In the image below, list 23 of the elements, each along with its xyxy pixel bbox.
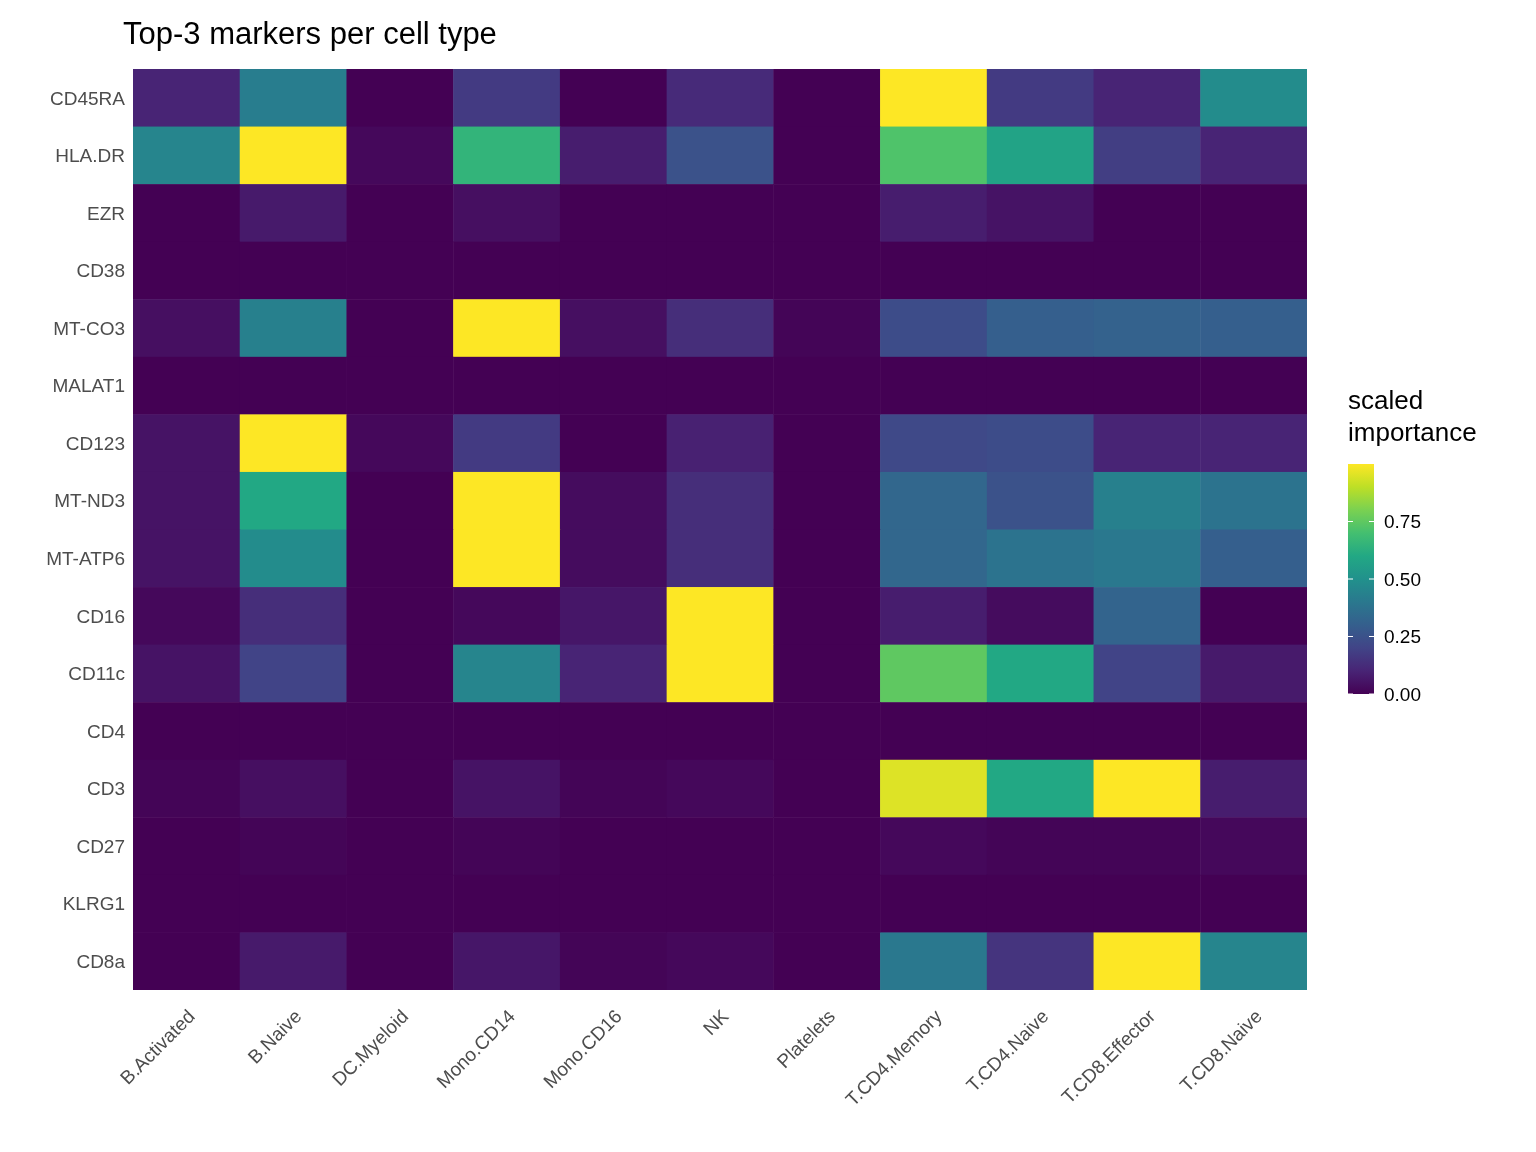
y-tick-label: KLRG1 — [62, 893, 125, 915]
chart-title: Top-3 markers per cell type — [123, 16, 497, 52]
color-bar-label: 0.75 — [1384, 511, 1421, 532]
y-tick-label: MT-CO3 — [53, 317, 125, 339]
color-bar-label: 0.50 — [1384, 568, 1421, 590]
color-bar-label: 0.00 — [1384, 683, 1421, 705]
y-tick-label: CD16 — [76, 605, 125, 627]
x-tick-label: NK — [698, 1005, 733, 1040]
y-tick-label: CD45RA — [50, 87, 126, 109]
y-tick-label: EZR — [87, 202, 125, 224]
y-tick-label: CD11c — [68, 663, 125, 685]
y-tick-label: CD38 — [76, 260, 125, 282]
y-tick-label: CD3 — [86, 778, 125, 800]
y-tick-label: MT-ATP6 — [46, 548, 125, 570]
y-tick-label: MT-ND3 — [54, 490, 125, 512]
y-tick-label: MALAT1 — [52, 375, 125, 397]
y-tick-label: CD27 — [76, 835, 125, 857]
y-tick-label: CD4 — [86, 720, 126, 742]
y-tick-label: HLA.DR — [55, 145, 125, 167]
y-tick-label: CD8a — [76, 950, 126, 972]
color-bar-label: 0.25 — [1384, 626, 1421, 647]
legend-title: scaled importance — [1348, 384, 1478, 448]
y-tick-label: CD123 — [65, 432, 125, 454]
